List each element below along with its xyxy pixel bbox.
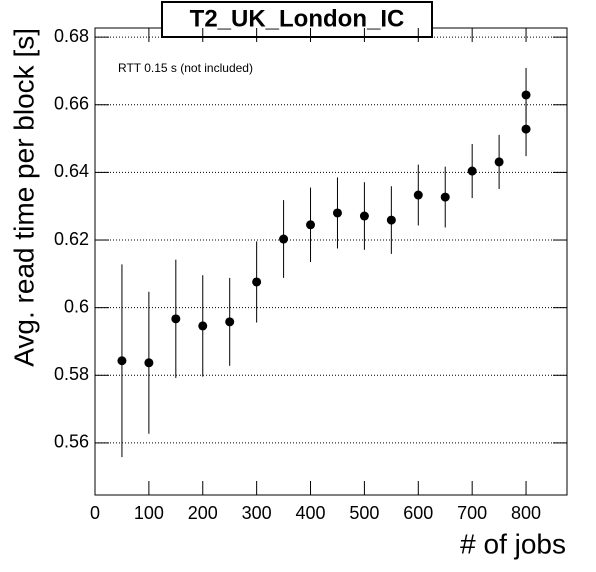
data-point xyxy=(225,317,235,327)
data-point xyxy=(521,90,531,100)
data-point xyxy=(279,234,289,244)
x-tick-label: 100 xyxy=(134,503,164,523)
data-point xyxy=(198,321,208,331)
data-point xyxy=(144,358,154,368)
data-point xyxy=(521,124,531,134)
data-point xyxy=(306,220,316,230)
data-point xyxy=(359,211,369,221)
y-tick-label: 0.64 xyxy=(54,161,89,181)
title-box xyxy=(161,1,433,38)
data-point xyxy=(494,157,504,167)
x-tick-label: 200 xyxy=(188,503,218,523)
x-tick-label: 500 xyxy=(349,503,379,523)
x-tick-label: 0 xyxy=(90,503,100,523)
y-axis-label: Avg. read time per block [s] xyxy=(8,28,39,367)
y-tick-label: 0.66 xyxy=(54,94,89,114)
x-tick-label: 700 xyxy=(457,503,487,523)
data-point xyxy=(171,314,181,324)
data-point xyxy=(117,356,127,366)
y-tick-label: 0.56 xyxy=(54,432,89,452)
x-tick-label: 600 xyxy=(403,503,433,523)
y-tick-label: 0.62 xyxy=(54,229,89,249)
x-tick-label: 300 xyxy=(242,503,272,523)
y-tick-label: 0.58 xyxy=(54,364,89,384)
data-point xyxy=(332,208,342,218)
x-tick-label: 400 xyxy=(296,503,326,523)
data-point xyxy=(467,166,477,176)
data-point xyxy=(440,192,450,202)
y-tick-label: 0.6 xyxy=(64,296,89,316)
data-point xyxy=(413,190,423,200)
data-point xyxy=(252,277,262,287)
x-axis-label: # of jobs xyxy=(460,528,566,559)
chart-title: T2_UK_London_IC xyxy=(190,5,405,32)
plot-frame xyxy=(94,27,568,496)
x-tick-label: 800 xyxy=(511,503,541,523)
data-point xyxy=(386,215,396,225)
annotation: RTT 0.15 s (not included) xyxy=(118,61,253,75)
y-tick-label: 0.68 xyxy=(54,26,89,46)
